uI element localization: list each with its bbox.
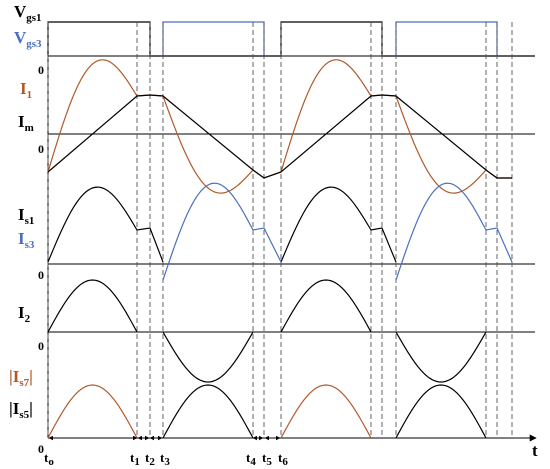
zero-label: 0 — [38, 268, 44, 282]
is7-waveform — [47, 384, 372, 439]
zero-label: 0 — [38, 142, 44, 156]
time-marker-lines — [47, 22, 513, 438]
zero-label: 0 — [38, 442, 44, 456]
current-waveforms — [47, 59, 513, 439]
time-axis-label: t — [532, 441, 538, 460]
label-is1: Is1 — [18, 205, 34, 227]
time-mark-t1: t1 — [130, 450, 140, 468]
label-is3: Is3 — [18, 229, 35, 251]
label-is5: |Is5| — [9, 399, 33, 421]
time-mark-t6: t6 — [278, 450, 288, 468]
zero-label: 0 — [38, 63, 44, 77]
label-i2: I2 — [18, 303, 31, 325]
vgs3-waveform — [162, 21, 498, 56]
label-vgs1: Vgs1 — [14, 2, 42, 24]
is5-waveform — [162, 384, 487, 439]
time-mark-t4: t4 — [246, 450, 256, 468]
axes — [47, 55, 537, 442]
label-i1: I1 — [20, 79, 32, 101]
time-mark-t5: t5 — [262, 450, 272, 468]
i1-waveform — [47, 59, 512, 194]
im-waveform — [47, 94, 512, 179]
label-im: Im — [18, 112, 34, 134]
is3-waveform — [162, 182, 513, 281]
time-mark-t0: to — [44, 450, 54, 468]
time-mark-t2: t2 — [145, 450, 155, 468]
label-is7: |Is7| — [9, 367, 33, 389]
time-mark-t3: t3 — [160, 450, 170, 468]
vgs1-waveform — [47, 21, 535, 57]
gate-signals — [47, 21, 535, 57]
zero-label: 0 — [38, 339, 44, 353]
i2-waveform — [47, 279, 487, 383]
label-vgs3: Vgs3 — [14, 28, 42, 50]
is1-waveform — [47, 186, 397, 263]
